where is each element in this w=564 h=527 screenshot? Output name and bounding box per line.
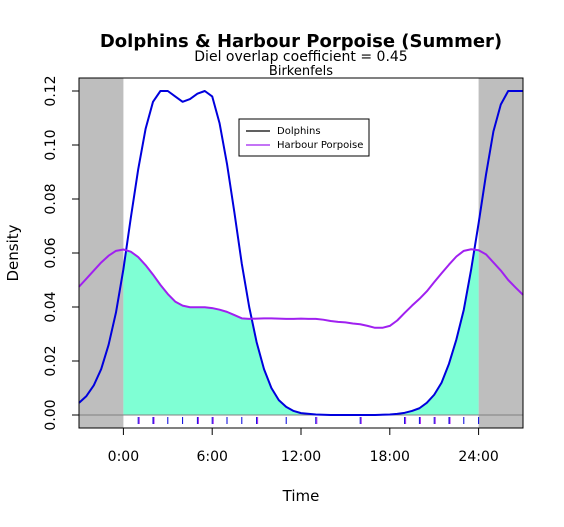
y-tick-label: 0.12 — [43, 75, 59, 106]
y-tick-label: 0.04 — [43, 291, 59, 322]
series-line-dolphins — [78, 90, 523, 416]
x-tick-label: 12:00 — [281, 449, 321, 465]
y-tick-label: 0.02 — [43, 345, 59, 376]
legend-label-dolphins: Dolphins — [277, 126, 321, 137]
y-axis-title: Density — [4, 224, 22, 281]
x-axis: 0:00 6:00 12:00 18:00 24:00 — [108, 427, 499, 465]
rug-layer — [137, 417, 480, 424]
x-tick-label: 0:00 — [108, 449, 139, 465]
x-tick-label: 6:00 — [196, 449, 227, 465]
x-tick-label: 24:00 — [458, 449, 498, 465]
legend: Dolphins Harbour Porpoise — [238, 118, 370, 157]
x-tick-label: 18:00 — [370, 449, 410, 465]
chart-subtitle: Diel overlap coefficient = 0.45 — [194, 49, 407, 65]
y-tick-label: 0.06 — [43, 237, 59, 268]
y-tick-label: 0.10 — [43, 129, 59, 160]
series-line-harbour-porpoise — [78, 248, 524, 329]
night-shading-1 — [478, 78, 523, 428]
y-axis: 0.00 0.02 0.04 0.06 0.08 0.10 0.12 — [43, 75, 80, 431]
y-tick-label: 0.08 — [43, 183, 59, 214]
night-shading-0 — [79, 78, 124, 428]
legend-label-harbour-porpoise: Harbour Porpoise — [277, 140, 363, 151]
legend-box — [238, 118, 370, 157]
night-shading-layer — [79, 78, 523, 428]
x-axis-title: Time — [282, 487, 320, 505]
series-lines-layer — [78, 90, 524, 416]
overlap-area — [123, 249, 479, 415]
chart-title: Dolphins & Harbour Porpoise (Summer) — [100, 31, 502, 52]
y-tick-label: 0.00 — [43, 399, 59, 430]
overlap-area-layer — [123, 249, 479, 415]
chart-site-label: Birkenfels — [269, 64, 333, 79]
